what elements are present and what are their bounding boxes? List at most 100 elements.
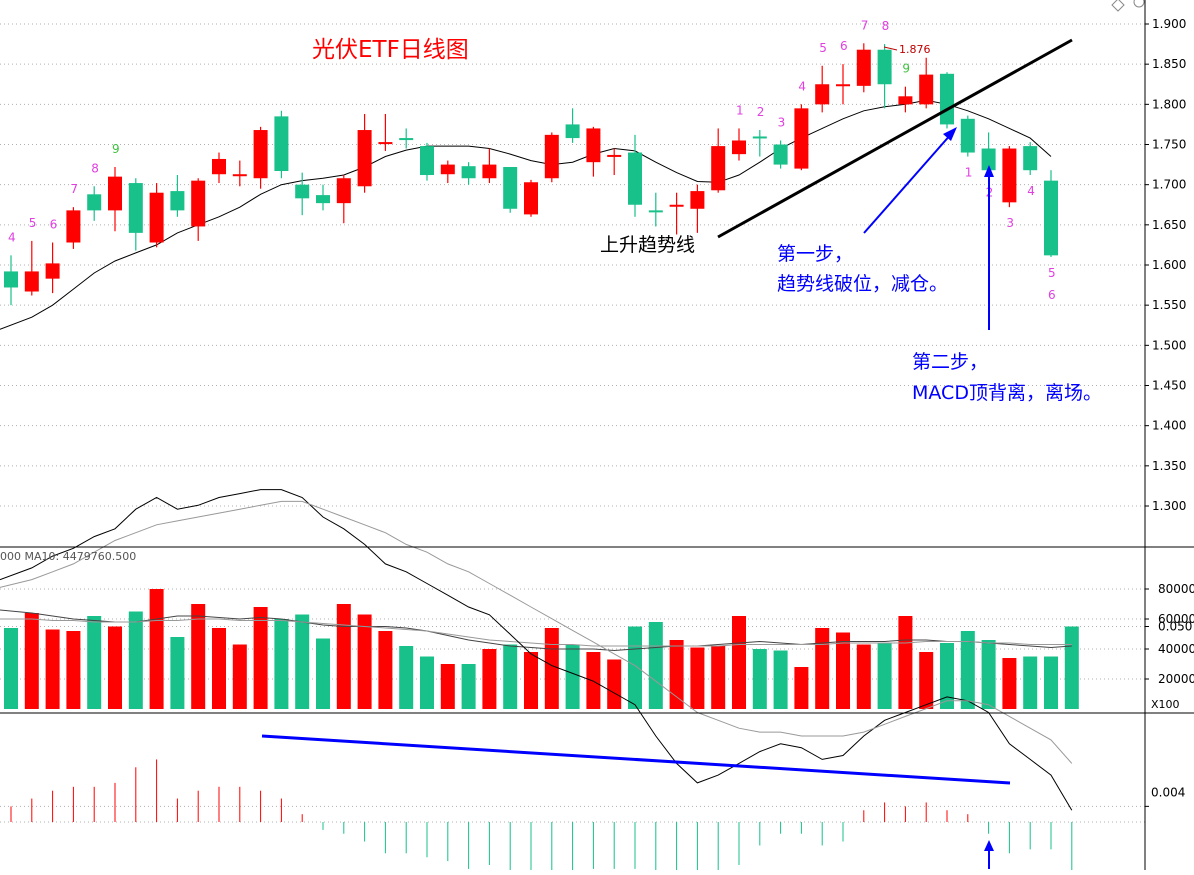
- peak-marker-line: [883, 46, 898, 51]
- td-count-label: 7: [70, 182, 78, 196]
- volume-bar: [24, 613, 39, 709]
- td-count-label: 2: [757, 105, 765, 119]
- candle-body: [877, 49, 892, 85]
- td-count-label: 7: [861, 18, 869, 32]
- candle-body: [253, 130, 268, 179]
- step1-line1: 第一步，: [777, 243, 853, 265]
- candle: [336, 175, 351, 224]
- volume-header: 000 MA10: 4479760.500: [0, 550, 136, 563]
- candle-body: [274, 116, 289, 172]
- candle: [24, 240, 39, 296]
- diamond-icon[interactable]: [1111, 0, 1125, 12]
- volume-unit-label: X100: [1151, 698, 1180, 711]
- volume-bar: [316, 638, 330, 709]
- volume-bar: [128, 611, 143, 709]
- volume-bar: [4, 628, 18, 709]
- candle: [461, 162, 476, 185]
- candle: [399, 128, 414, 149]
- volume-bar: [149, 589, 164, 709]
- candle: [212, 152, 226, 184]
- candle-body: [919, 74, 934, 105]
- td-count-label: 4: [1027, 184, 1035, 198]
- candle-body: [191, 180, 206, 227]
- candle: [773, 140, 788, 169]
- td-count-label: 5: [1048, 266, 1056, 280]
- candle: [919, 57, 934, 109]
- volume-bar: [232, 644, 247, 709]
- candle-body: [1044, 180, 1058, 256]
- circle-icon[interactable]: [1133, 0, 1145, 8]
- macd-arrowhead: [984, 840, 994, 851]
- candle-body: [794, 108, 809, 169]
- volume-bar: [399, 646, 414, 709]
- candle: [357, 113, 372, 193]
- volume-bar: [981, 640, 996, 709]
- volume-bar: [898, 616, 913, 709]
- candle-body: [108, 176, 122, 211]
- volume-bar: [420, 656, 434, 709]
- candle-body: [440, 164, 455, 175]
- candle: [565, 108, 580, 143]
- candle: [316, 184, 330, 211]
- price-tick-label: 1.900: [1152, 17, 1186, 31]
- candle: [628, 134, 642, 217]
- volume-bar: [253, 607, 268, 709]
- rising-trendline: [717, 38, 1073, 239]
- volume-bar: [836, 632, 850, 709]
- td-count-label: 4: [8, 230, 16, 244]
- volume-bar: [815, 628, 830, 709]
- candle: [960, 115, 975, 157]
- candle: [877, 44, 892, 109]
- candle-body: [836, 84, 850, 87]
- step2-arrowhead: [984, 165, 994, 177]
- candle: [544, 132, 559, 183]
- price-tick-label: 1.300: [1152, 499, 1186, 513]
- step1-arrowhead: [943, 127, 957, 141]
- candle: [586, 126, 601, 177]
- candle-body: [87, 194, 102, 211]
- candle: [4, 255, 18, 306]
- candle-body: [565, 124, 580, 139]
- candle-body: [4, 271, 18, 288]
- candle-body: [232, 174, 247, 177]
- td-count-label: 6: [1048, 288, 1056, 302]
- candle-body: [940, 73, 954, 125]
- candle-body: [690, 191, 705, 209]
- candle: [607, 148, 622, 176]
- candle: [87, 186, 102, 221]
- candles: [4, 43, 1058, 306]
- candle-body: [212, 158, 226, 175]
- volume-bar: [773, 650, 788, 709]
- candle: [440, 160, 455, 184]
- candle-body: [378, 142, 393, 145]
- volume-bar: [108, 626, 122, 709]
- volume-bar: [1002, 658, 1017, 709]
- volume-panel: [0, 589, 1079, 709]
- volume-bar: [856, 644, 871, 709]
- volume-tick-label: 40000: [1158, 642, 1194, 656]
- macd-tick-label: 0.004: [1151, 785, 1185, 799]
- price-tick-label: 1.400: [1152, 419, 1186, 433]
- volume-bar: [628, 626, 642, 709]
- candle-body: [336, 178, 351, 204]
- macd-tick-label: 0.050: [1158, 620, 1192, 634]
- candle: [836, 64, 850, 105]
- candle-body: [815, 84, 830, 105]
- candle: [420, 142, 434, 181]
- candle: [752, 130, 767, 157]
- volume-bar: [440, 664, 455, 709]
- candle-body: [648, 210, 663, 213]
- trendline-label: 上升趋势线: [600, 234, 695, 256]
- volume-bar: [794, 667, 809, 709]
- volume-bar: [669, 640, 684, 709]
- candle: [648, 192, 663, 227]
- price-ma-line: [0, 99, 1052, 330]
- candle: [378, 113, 393, 151]
- top-axis-icons[interactable]: [1111, 0, 1145, 12]
- volume-bar: [877, 643, 892, 709]
- volume-bar: [1044, 656, 1058, 709]
- candle-body: [482, 164, 497, 179]
- volume-bar: [378, 631, 393, 709]
